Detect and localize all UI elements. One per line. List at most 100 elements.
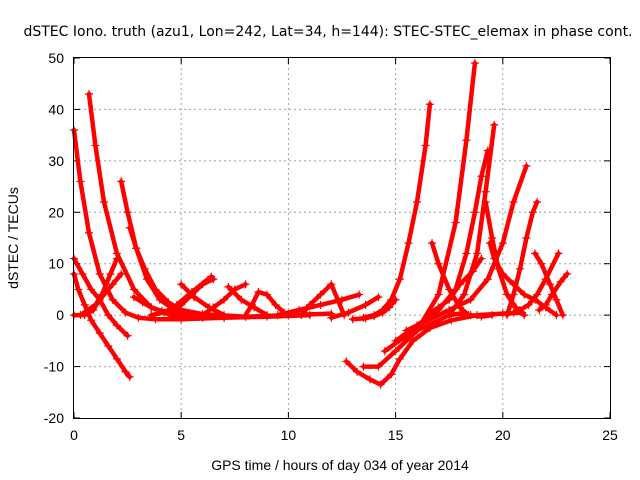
data-point (466, 311, 475, 320)
data-series (428, 239, 473, 320)
data-point (91, 141, 100, 150)
data-point (515, 264, 524, 273)
data-point (117, 270, 126, 278)
y-tick-label: 30 (48, 153, 64, 169)
data-point (95, 329, 104, 338)
data-point (490, 120, 499, 129)
data-point (123, 331, 132, 340)
data-point (117, 177, 126, 186)
data-point (85, 228, 94, 237)
data-point (198, 280, 207, 289)
data-point (87, 316, 96, 325)
data-point (391, 336, 400, 345)
data-point (112, 321, 121, 330)
data-series (177, 280, 229, 320)
y-tick-label: -20 (44, 410, 64, 426)
data-point (359, 313, 368, 322)
data-point (104, 311, 113, 320)
series-line (404, 163, 529, 333)
data-point (481, 198, 490, 206)
data-point (74, 285, 83, 294)
series-layer (70, 59, 572, 389)
data-point (209, 303, 218, 312)
data-point (87, 285, 96, 294)
data-point (402, 326, 411, 335)
data-point (481, 187, 490, 196)
data-point (445, 285, 454, 294)
data-point (147, 303, 156, 312)
series-line (118, 179, 313, 320)
x-tick-label: 25 (602, 427, 618, 443)
data-point (262, 290, 271, 299)
data-point (100, 198, 109, 206)
data-point (537, 259, 546, 268)
data-series (273, 290, 364, 320)
data-series (76, 270, 126, 320)
series-line (425, 256, 484, 318)
data-point (445, 311, 454, 320)
data-point (348, 315, 357, 324)
x-tick-label: 10 (281, 427, 297, 443)
data-point (132, 244, 141, 253)
data-point (520, 290, 529, 299)
data-point (378, 306, 387, 314)
data-point (498, 270, 507, 278)
data-point (395, 275, 404, 284)
series-line (178, 282, 227, 318)
series-line (71, 127, 227, 322)
data-point (466, 295, 475, 304)
data-point (413, 198, 422, 206)
data-point (522, 162, 531, 170)
data-point (130, 285, 139, 294)
data-point (528, 208, 537, 217)
data-point (535, 306, 544, 314)
data-point (316, 290, 325, 299)
data-point (533, 290, 542, 299)
data-point (327, 313, 336, 322)
data-point (530, 249, 539, 258)
data-point (112, 254, 121, 263)
data-point (488, 234, 497, 242)
x-axis-label: GPS time / hours of day 034 of year 2014 (211, 457, 469, 473)
x-tick-label: 20 (495, 427, 511, 443)
data-series (380, 120, 499, 356)
data-point (241, 311, 250, 320)
data-point (190, 311, 199, 320)
y-tick-label: 50 (48, 50, 64, 66)
data-point (108, 295, 117, 304)
data-point (391, 347, 400, 356)
data-point (387, 370, 396, 379)
data-point (140, 264, 149, 273)
data-point (490, 254, 499, 263)
data-point (353, 367, 362, 376)
data-point (177, 300, 186, 309)
data-point (428, 239, 437, 248)
data-point (408, 336, 417, 345)
data-point (387, 295, 396, 304)
plot-frame (73, 57, 611, 419)
data-point (106, 270, 115, 278)
data-point (220, 311, 229, 320)
data-point (297, 311, 306, 320)
data-series (530, 249, 567, 320)
data-point (498, 239, 507, 248)
data-point (380, 347, 389, 356)
data-point (395, 354, 404, 363)
data-point (374, 293, 383, 302)
data-point (447, 316, 456, 325)
data-point (563, 270, 572, 278)
data-point (556, 277, 565, 286)
data-point (460, 290, 469, 299)
data-point (541, 300, 550, 309)
data-series (423, 254, 486, 320)
data-point (241, 280, 250, 289)
data-point (404, 239, 413, 248)
data-point (130, 293, 139, 302)
series-line (299, 282, 347, 318)
data-point (78, 270, 87, 278)
data-series (445, 309, 497, 321)
series-line (243, 289, 287, 318)
data-point (423, 311, 432, 320)
data-point (376, 380, 385, 389)
y-tick-label: 10 (48, 256, 64, 272)
